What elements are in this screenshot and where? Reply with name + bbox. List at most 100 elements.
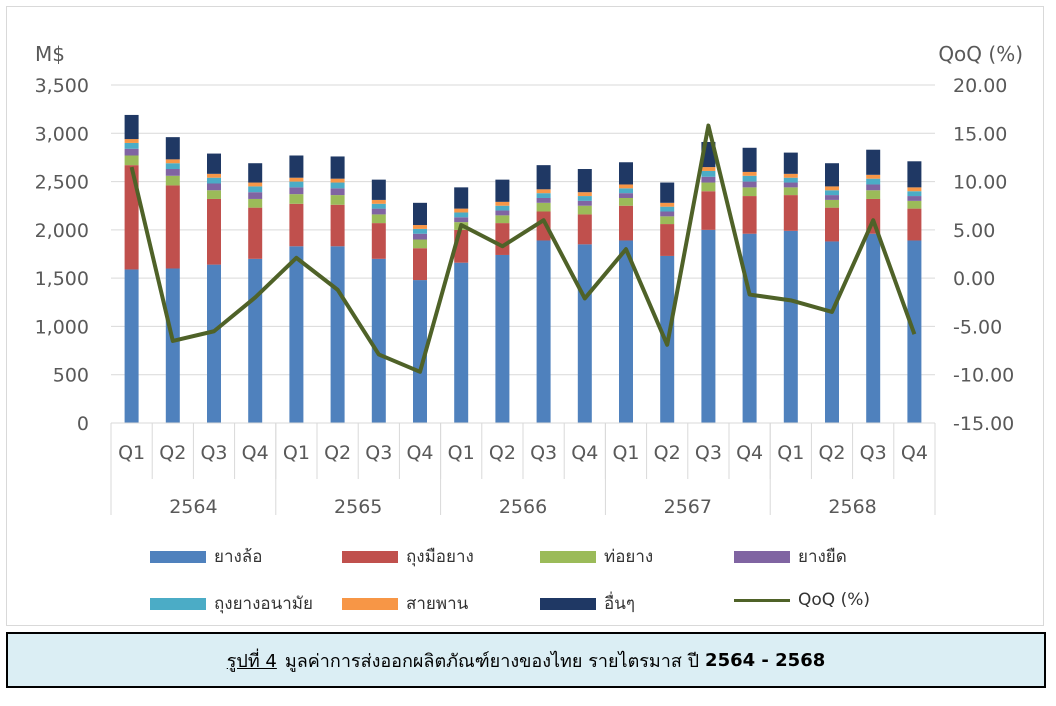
- bar-segment: [289, 246, 304, 423]
- bar-segment: [619, 205, 633, 241]
- x-tick-label-quarter: Q3: [365, 442, 392, 464]
- bar-segment: [454, 217, 469, 223]
- bar-segment: [742, 147, 757, 172]
- bar-segment: [207, 264, 221, 423]
- bar-segment: [371, 208, 386, 215]
- bar-segment: [536, 189, 551, 194]
- bar-segment: [619, 184, 633, 189]
- bar-segment: [577, 200, 592, 206]
- bar-segment: [165, 159, 180, 164]
- bar-segment: [742, 175, 757, 182]
- bar-segment: [248, 207, 263, 259]
- figure-caption: รูปที่ 4 มูลค่าการส่งออกผลิตภัณฑ์ยางของไ…: [6, 632, 1046, 688]
- bar-segment: [289, 155, 304, 178]
- bar-segment: [207, 153, 221, 174]
- caption-years: 2564 - 2568: [705, 649, 826, 671]
- bar-segment: [413, 225, 427, 229]
- bar-segment: [248, 192, 263, 199]
- x-tick-label-year: 2568: [828, 496, 876, 518]
- bar-segment: [124, 155, 139, 166]
- x-tick-label-quarter: Q1: [777, 442, 804, 464]
- y-left-tick-label: 0: [77, 413, 89, 435]
- bar-segment: [825, 241, 839, 423]
- bar-segment: [825, 199, 839, 208]
- bar-segment: [783, 177, 798, 183]
- bar-segment: [330, 246, 345, 423]
- x-tick-label-quarter: Q4: [571, 442, 598, 464]
- x-tick-label-quarter: Q4: [242, 442, 269, 464]
- bar-segment: [248, 186, 263, 193]
- bar-segment: [825, 195, 839, 200]
- bar-segment: [289, 177, 304, 182]
- bar-segment: [165, 268, 180, 423]
- bar-segment: [207, 190, 221, 199]
- bar-segment: [289, 194, 304, 204]
- y-left-tick-label: 1,000: [35, 316, 89, 338]
- bar-segment: [701, 167, 716, 171]
- bar-segment: [207, 198, 221, 265]
- bar-segment: [371, 214, 386, 224]
- bar-segment: [165, 163, 180, 170]
- bar-segment: [536, 211, 551, 241]
- bar-segment: [124, 269, 139, 423]
- bar-segment: [742, 181, 757, 188]
- bar-segment: [371, 199, 386, 204]
- x-tick-label-year: 2567: [664, 496, 712, 518]
- bar-segment: [495, 205, 510, 211]
- y-left-tick-label: 2,000: [35, 220, 89, 242]
- x-tick-label-quarter: Q2: [489, 442, 516, 464]
- x-tick-label-quarter: Q2: [324, 442, 351, 464]
- bar-segment: [783, 195, 798, 231]
- x-tick-label-quarter: Q4: [901, 442, 928, 464]
- bar-segment: [866, 149, 881, 175]
- bar-segment: [907, 196, 922, 201]
- bar-segment: [619, 162, 633, 185]
- bar-segment: [165, 185, 180, 269]
- y-left-tick-label: 500: [53, 365, 89, 387]
- x-tick-label-quarter: Q3: [860, 442, 887, 464]
- bar-segment: [371, 179, 386, 200]
- bar-segment: [330, 195, 345, 205]
- bar-segment: [742, 171, 757, 176]
- bar-segment: [248, 198, 263, 208]
- x-tick-label-quarter: Q4: [406, 442, 433, 464]
- x-tick-label-quarter: Q1: [283, 442, 310, 464]
- bar-segment: [783, 230, 798, 423]
- y-right-tick-label: 20.00: [953, 75, 1007, 97]
- y-right-tick-label: -15.00: [953, 413, 1014, 435]
- bar-segment: [536, 165, 551, 190]
- bar-segment: [577, 196, 592, 201]
- bar-segment: [330, 178, 345, 183]
- bar-segment: [495, 223, 510, 255]
- bar-segment: [495, 179, 510, 202]
- bar-segment: [619, 197, 633, 206]
- bar-segment: [413, 228, 427, 234]
- x-tick-label-quarter: Q3: [200, 442, 227, 464]
- bar-segment: [866, 190, 881, 199]
- bar-segment: [413, 280, 427, 423]
- bar-segment: [495, 210, 510, 216]
- y-left-tick-label: 1,500: [35, 268, 89, 290]
- bar-segment: [866, 174, 881, 179]
- x-tick-label-quarter: Q2: [654, 442, 681, 464]
- bar-segment: [619, 193, 633, 198]
- bar-segment: [660, 182, 675, 203]
- bar-segment: [413, 248, 427, 281]
- bar-segment: [413, 239, 427, 249]
- bar-segment: [783, 173, 798, 178]
- caption-text: มูลค่าการส่งออกผลิตภัณฑ์ยางของไทย รายไตร…: [284, 650, 700, 672]
- bar-segment: [907, 200, 922, 209]
- bar-segment: [701, 170, 716, 177]
- x-tick-label-year: 2565: [334, 496, 382, 518]
- bar-segment: [124, 142, 139, 149]
- bar-segment: [124, 148, 139, 156]
- x-tick-label-quarter: Q4: [736, 442, 763, 464]
- x-tick-label-quarter: Q1: [118, 442, 145, 464]
- bar-segment: [866, 184, 881, 191]
- bar-segment: [330, 204, 345, 247]
- bar-segment: [701, 191, 716, 230]
- bar-segment: [619, 188, 633, 194]
- bar-segment: [371, 223, 386, 259]
- bar-segment: [330, 188, 345, 196]
- y-right-tick-label: 10.00: [953, 172, 1007, 194]
